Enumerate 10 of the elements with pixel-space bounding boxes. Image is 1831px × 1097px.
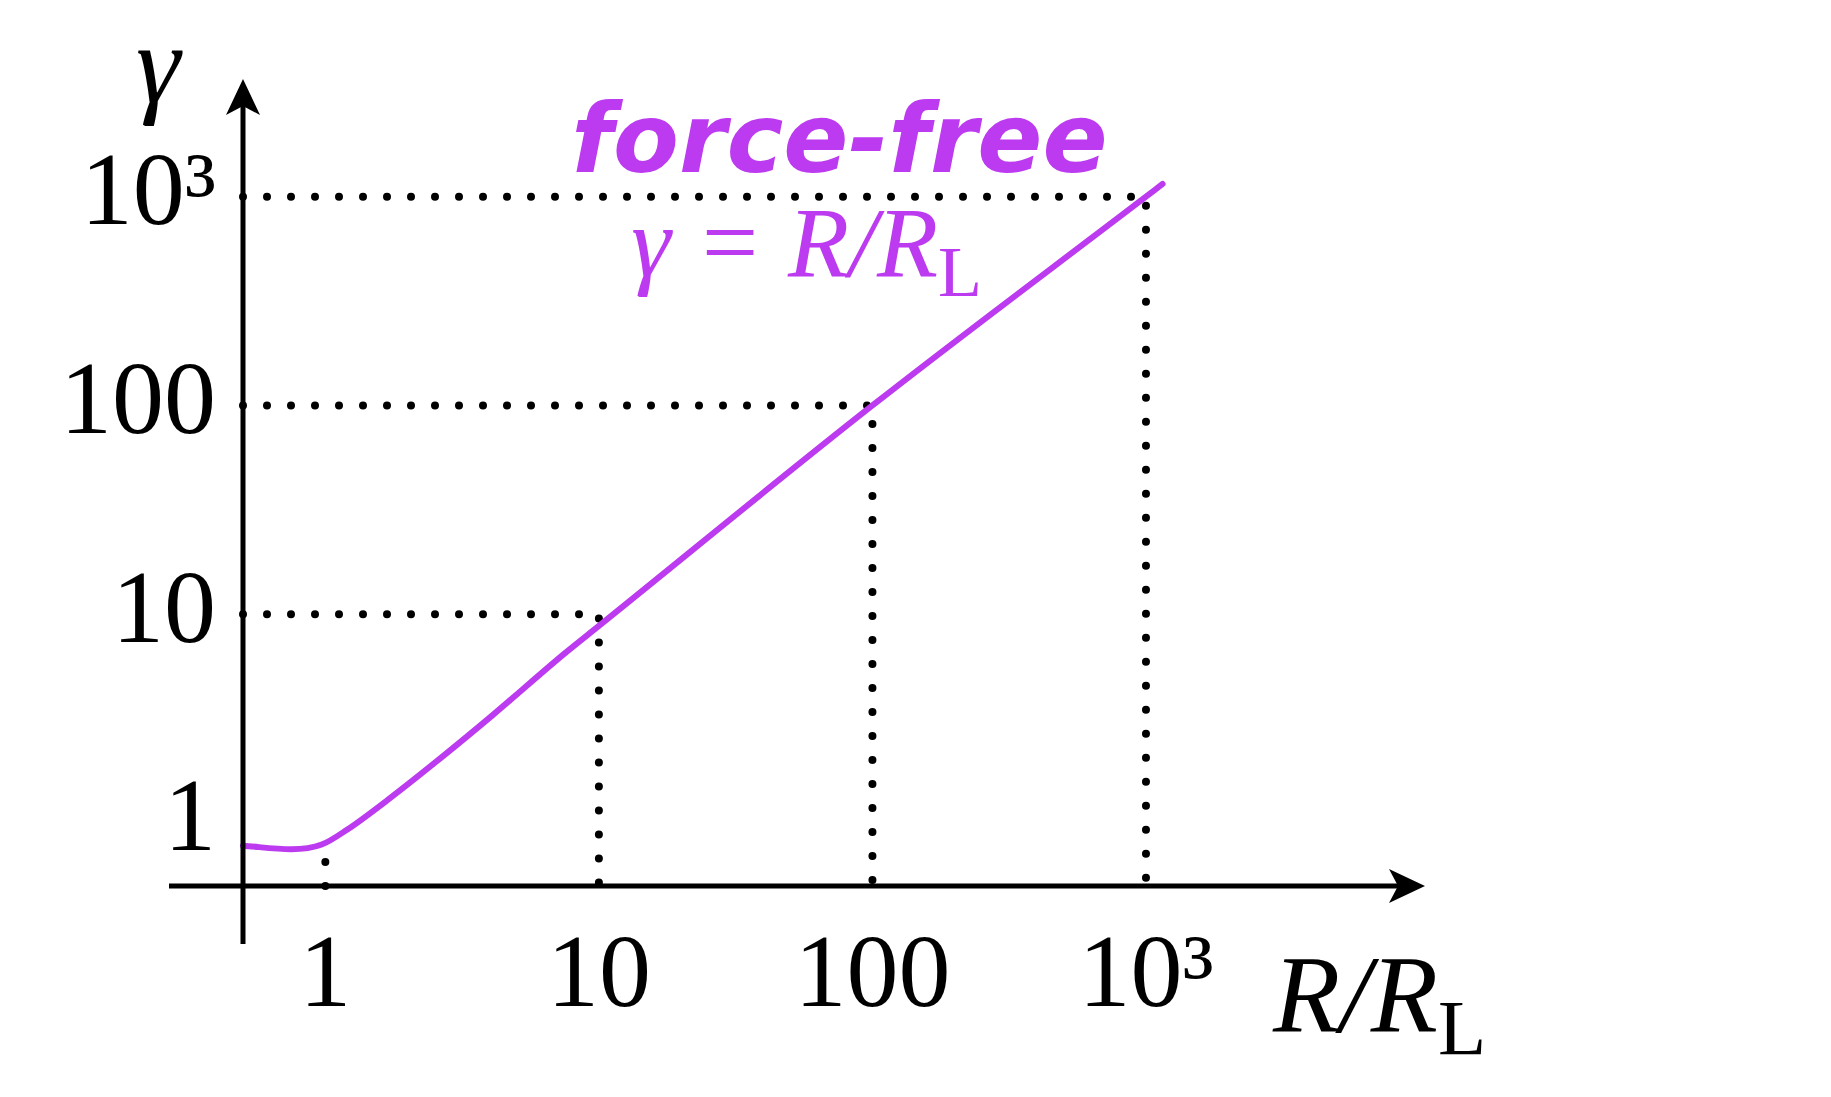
x-tick-label: 10³ — [1078, 912, 1214, 1028]
x-tick-label: 1 — [299, 912, 352, 1028]
y-tick-label: 1 — [164, 757, 216, 873]
y-tick-label: 10³ — [80, 130, 216, 246]
series-label: force-free — [571, 82, 1108, 195]
x-tick-label: 100 — [794, 912, 951, 1028]
y-tick-label: 10 — [112, 548, 216, 664]
x-tick-label: 10 — [546, 912, 651, 1028]
y-axis-title: γ — [135, 2, 183, 126]
y-tick-label: 100 — [60, 339, 216, 455]
